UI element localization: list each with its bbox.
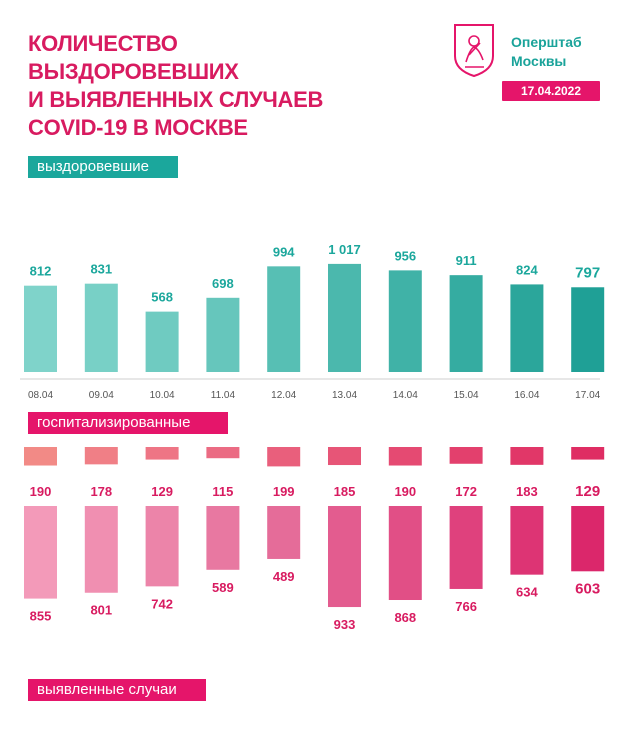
cases-bar [510, 506, 544, 575]
recovered-bar [449, 275, 483, 372]
hospitalized-bar [449, 447, 483, 464]
hospitalized-bar [267, 447, 301, 467]
cases-value-label: 855 [30, 609, 52, 624]
recovered-bar [145, 311, 179, 372]
recovered-value-label: 956 [394, 248, 416, 263]
date-tick-label: 09.04 [89, 390, 114, 401]
cases-value-label: 742 [151, 596, 173, 611]
cases-value-label: 589 [212, 580, 234, 595]
title-line: КОЛИЧЕСТВО ВЫЗДОРОВЕВШИХ [28, 31, 239, 84]
cases-bar [84, 506, 118, 593]
recovered-value-label: 812 [30, 264, 52, 279]
hospitalized-bar [84, 447, 118, 465]
hospitalized-bar [206, 447, 240, 459]
hospitalized-value-label: 178 [90, 484, 112, 499]
date-tick-label: 14.04 [393, 390, 418, 401]
cases-value-label: 489 [273, 569, 295, 584]
hospitalized-value-label: 115 [212, 484, 233, 499]
recovered-label: выздоровевшие [28, 156, 178, 178]
org-line: Оперштаб [511, 34, 582, 50]
hospitalized-value-label: 190 [30, 484, 52, 499]
title-line: И ВЫЯВЛЕННЫХ СЛУЧАЕВ [28, 87, 324, 112]
cases-value-label: 801 [90, 603, 112, 618]
hospitalized-value-label: 129 [575, 483, 600, 500]
cases-bar [571, 506, 605, 572]
recovered-value-label: 831 [90, 262, 112, 277]
recovered-value-label: 1 017 [328, 242, 361, 257]
org-line: Москвы [511, 53, 567, 69]
recovered-bar [328, 263, 361, 372]
cases-value-label: 634 [516, 585, 538, 600]
date-tick-label: 16.04 [514, 390, 539, 401]
cases-bar [206, 506, 240, 570]
recovered-bar [510, 284, 544, 372]
cases-bar [267, 506, 301, 559]
cases-bar [24, 506, 57, 599]
hospitalized-value-label: 172 [455, 484, 477, 499]
hospitalized-bar [571, 447, 605, 460]
date-tick-label: 11.04 [211, 390, 236, 401]
recovered-value-label: 797 [575, 264, 600, 281]
recovered-bar [206, 297, 240, 372]
hospitalized-bar [145, 447, 179, 460]
date-tick-label: 10.04 [150, 390, 175, 401]
recovered-bar [24, 285, 57, 372]
hospitalized-value-label: 183 [516, 484, 538, 499]
cases-bar [449, 506, 483, 589]
hospitalized-value-label: 185 [334, 484, 356, 499]
recovered-bar [267, 266, 301, 372]
date-tick-label: 15.04 [454, 390, 479, 401]
hospitalized-bar [510, 447, 544, 465]
date-tick-label: 12.04 [271, 390, 296, 401]
org-name: Оперштаб Москвы [511, 33, 582, 71]
moscow-coat-of-arms-icon [454, 24, 494, 78]
recovered-bar [571, 287, 605, 372]
cases-value-label: 933 [334, 617, 356, 632]
date-tick-label: 13.04 [332, 390, 357, 401]
recovered-bar [388, 270, 422, 372]
date-tick-label: 17.04 [575, 390, 600, 401]
recovered-value-label: 568 [151, 290, 173, 305]
date-badge: 17.04.2022 [502, 81, 600, 101]
recovered-value-label: 911 [456, 253, 477, 268]
recovered-bar [84, 283, 118, 372]
hospitalized-bar [328, 447, 361, 466]
hospitalized-label: госпитализированные [28, 412, 228, 434]
hospitalized-value-label: 190 [394, 484, 416, 499]
page-title: КОЛИЧЕСТВО ВЫЗДОРОВЕВШИХ И ВЫЯВЛЕННЫХ СЛ… [28, 30, 358, 142]
hospitalized-bar [388, 447, 422, 466]
cases-bar [328, 506, 361, 608]
recovered-value-label: 824 [516, 262, 538, 277]
recovered-value-label: 698 [212, 276, 234, 291]
cases-value-label: 766 [455, 599, 477, 614]
cases-label: выявленные случаи [28, 679, 206, 701]
recovered-value-label: 994 [273, 244, 295, 259]
hospitalized-bar [24, 447, 57, 466]
cases-value-label: 868 [394, 610, 416, 625]
hospitalized-value-label: 199 [273, 484, 295, 499]
date-tick-label: 08.04 [28, 390, 53, 401]
cases-value-label: 603 [575, 580, 600, 597]
title-line: COVID-19 В МОСКВЕ [28, 115, 248, 140]
cases-bar [145, 506, 179, 587]
hospitalized-value-label: 129 [151, 484, 173, 499]
cases-bar [388, 506, 422, 601]
